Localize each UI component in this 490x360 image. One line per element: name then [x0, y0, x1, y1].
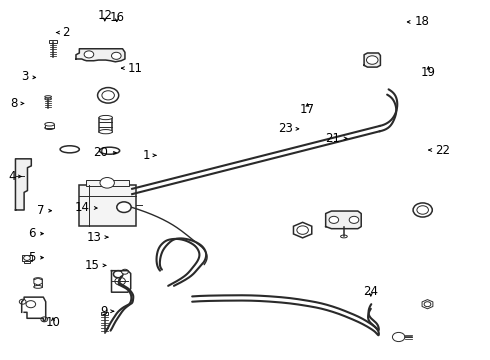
Text: 4: 4	[8, 170, 22, 183]
Ellipse shape	[34, 278, 42, 280]
Circle shape	[113, 271, 123, 278]
Circle shape	[117, 202, 131, 212]
Ellipse shape	[99, 116, 113, 120]
Circle shape	[417, 206, 428, 214]
Text: 10: 10	[46, 316, 60, 329]
Circle shape	[349, 216, 359, 224]
Circle shape	[24, 256, 30, 260]
Text: 22: 22	[429, 144, 450, 157]
Bar	[22, 255, 32, 261]
Circle shape	[297, 226, 308, 234]
Bar	[34, 279, 42, 287]
Text: 7: 7	[37, 204, 51, 217]
Ellipse shape	[45, 122, 54, 126]
Ellipse shape	[341, 235, 347, 238]
Polygon shape	[326, 211, 361, 229]
Circle shape	[112, 52, 121, 59]
Circle shape	[100, 177, 114, 188]
Text: 19: 19	[421, 66, 436, 78]
Ellipse shape	[45, 96, 51, 98]
Circle shape	[115, 277, 125, 285]
Polygon shape	[76, 49, 125, 62]
Bar	[86, 180, 129, 186]
Ellipse shape	[45, 98, 51, 100]
Circle shape	[102, 91, 114, 100]
Text: 12: 12	[98, 9, 112, 22]
Bar	[49, 40, 57, 43]
Bar	[24, 261, 30, 263]
Circle shape	[26, 301, 36, 308]
Text: 14: 14	[75, 201, 97, 214]
Text: 17: 17	[300, 103, 315, 116]
Text: 21: 21	[325, 132, 347, 145]
Polygon shape	[364, 53, 380, 67]
Ellipse shape	[99, 130, 113, 134]
Bar	[99, 118, 113, 132]
Text: 15: 15	[85, 259, 106, 272]
Text: 5: 5	[28, 251, 43, 264]
Circle shape	[367, 56, 378, 64]
Text: 13: 13	[87, 231, 108, 244]
Circle shape	[41, 317, 48, 322]
Ellipse shape	[45, 126, 54, 130]
Circle shape	[19, 299, 26, 304]
Text: 3: 3	[21, 71, 36, 84]
Ellipse shape	[60, 146, 79, 153]
Circle shape	[392, 332, 405, 342]
Text: 11: 11	[122, 62, 143, 75]
Circle shape	[329, 216, 339, 224]
Ellipse shape	[34, 285, 42, 288]
Text: 20: 20	[93, 146, 116, 159]
Text: 1: 1	[143, 149, 156, 162]
Text: 24: 24	[363, 285, 378, 298]
Text: 16: 16	[109, 10, 124, 23]
Text: 9: 9	[100, 305, 114, 318]
Bar	[101, 312, 108, 315]
Polygon shape	[16, 159, 31, 210]
Text: 23: 23	[278, 122, 299, 135]
Circle shape	[84, 51, 94, 58]
Text: 2: 2	[57, 26, 70, 39]
Text: 8: 8	[10, 97, 24, 110]
Circle shape	[424, 302, 431, 307]
Bar	[45, 124, 54, 128]
Text: 6: 6	[28, 227, 43, 240]
Circle shape	[413, 203, 432, 217]
Bar	[79, 185, 136, 226]
Circle shape	[98, 87, 119, 103]
Ellipse shape	[99, 147, 120, 154]
Text: 18: 18	[407, 15, 429, 28]
Circle shape	[122, 269, 128, 274]
